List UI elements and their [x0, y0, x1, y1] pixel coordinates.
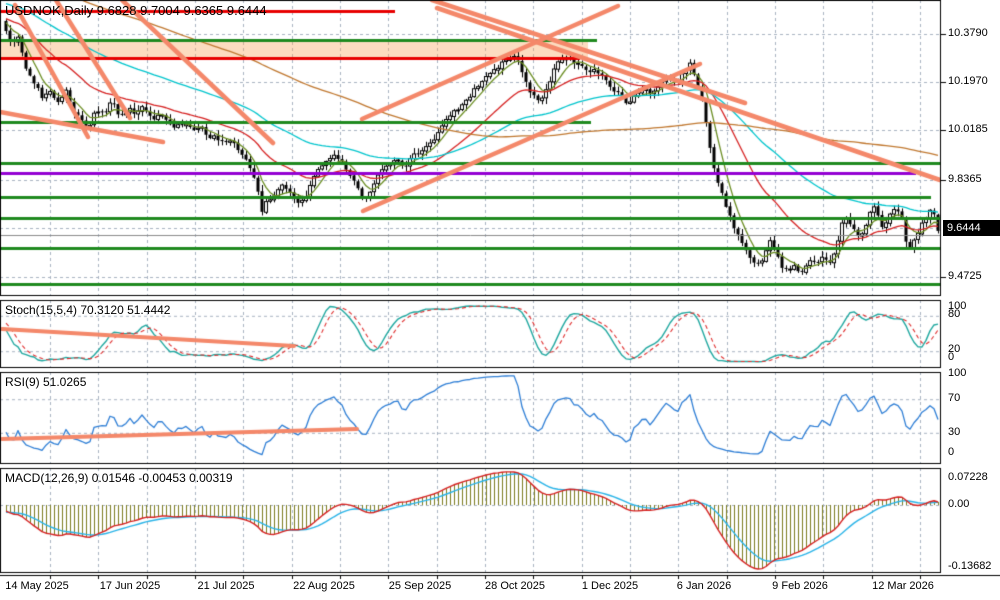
- date-label: 17 Jun 2025: [99, 580, 161, 592]
- date-label: 14 May 2025: [5, 580, 69, 592]
- date-label: 12 Mar 2026: [872, 580, 934, 592]
- axis-price-label: -0.13682: [948, 560, 992, 572]
- date-label: 21 Jul 2025: [197, 580, 255, 592]
- axis-price-label: 70: [948, 392, 961, 404]
- axis-price-label: 0.07228: [948, 471, 988, 483]
- stoch-header: Stoch(15,5,4) 70.3120 51.4442: [5, 303, 171, 317]
- axis-price-label: 100: [948, 300, 967, 312]
- axis-price-label: 0.00: [948, 498, 970, 510]
- date-label: 1 Dec 2025: [581, 580, 639, 592]
- macd-header: MACD(12,26,9) 0.01546 -0.00453 0.00319: [5, 471, 233, 485]
- chart-title: USDNOK,Daily 9.6828 9.7004 9.6365 9.6444: [5, 3, 267, 18]
- axis-price-label: 10.0185: [948, 123, 988, 135]
- axis-price-label: 9.4725: [948, 270, 982, 282]
- axis-price-label: 20: [948, 343, 961, 355]
- date-label: 6 Jan 2026: [676, 580, 732, 592]
- axis-price-label: 80: [948, 308, 961, 320]
- date-label: 9 Feb 2026: [772, 580, 828, 592]
- axis-price-label: 30: [948, 426, 961, 438]
- date-label: 22 Aug 2025: [293, 580, 355, 592]
- axis-price-label: 100: [948, 367, 967, 379]
- axis-price-label: 9.8365: [948, 173, 982, 185]
- date-label: 25 Sep 2025: [388, 580, 452, 592]
- date-label: 28 Oct 2025: [485, 580, 545, 592]
- axis-price-label: 10.3790: [948, 27, 988, 39]
- rsi-header: RSI(9) 51.0265: [5, 375, 87, 389]
- axis-price-label: 10.1970: [948, 75, 988, 87]
- axis-price-label: 0: [948, 351, 955, 363]
- current-price-badge: 9.6444: [943, 220, 1000, 236]
- axis-price-label: 0: [948, 446, 955, 458]
